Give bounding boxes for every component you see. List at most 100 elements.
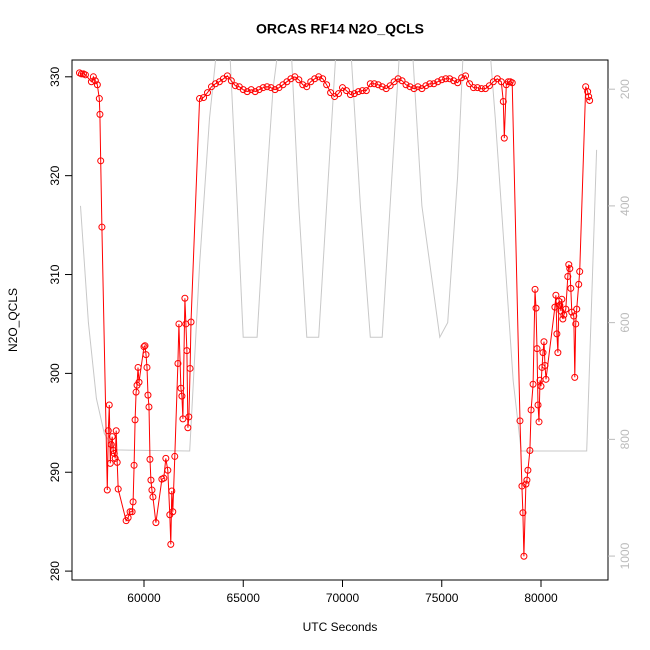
data-point [141,342,149,350]
data-point [402,81,410,89]
data-point [560,311,568,319]
data-point [184,424,192,432]
data-point [541,361,549,369]
data-point [535,418,543,426]
data-point [303,83,311,91]
data-point [183,347,191,355]
data-point [81,71,89,79]
data-point [93,81,101,89]
x-tick-label: 75000 [425,591,459,605]
data-point [570,312,578,320]
data-point [299,81,307,89]
data-point [426,80,434,88]
data-point [342,87,350,95]
data-point [129,498,137,506]
data-point [462,72,470,80]
data-point [255,86,263,94]
data-point [559,315,567,323]
data-point [251,88,259,96]
data-point [499,98,507,106]
data-point [196,95,204,103]
data-point [327,89,335,97]
data-point [542,375,550,383]
data-point [110,449,118,457]
data-point [335,90,343,98]
data-point [346,91,354,99]
data-point [108,433,116,441]
data-point [378,83,386,91]
data-point [406,83,414,91]
data-point [96,110,104,118]
data-point [540,338,548,346]
y-tick-label: 280 [48,561,62,581]
data-point [567,284,575,292]
data-point [131,416,139,424]
data-point [143,363,151,371]
data-point [414,83,422,91]
data-point [500,134,508,142]
data-point [148,486,156,494]
data-point [430,80,438,88]
data-point [520,552,528,560]
data-point [112,427,120,435]
y2-tick-label: 400 [618,196,632,216]
data-point [132,388,140,396]
data-point [442,75,450,83]
data-point [438,76,446,84]
data-point [576,268,584,276]
data-point [164,466,172,474]
data-point [386,82,394,90]
data-point [167,540,175,548]
data-point [537,382,545,390]
data-point [200,94,208,102]
y-tick-label: 310 [48,264,62,284]
data-point [566,265,574,273]
y2-tick-label: 1000 [618,542,632,569]
data-point [89,73,97,81]
data-point [527,406,535,414]
data-point [458,74,466,82]
data-point [477,85,485,93]
data-point [145,403,153,411]
y-axis-label: N2O_QCLS [6,288,20,352]
data-point [113,458,121,466]
data-point [366,80,374,88]
data-point [287,75,295,83]
data-point [422,82,430,90]
data-point [114,485,122,493]
x-tick-label: 65000 [227,591,261,605]
data-point [584,88,592,96]
data-point [350,90,358,98]
data-point [142,351,150,359]
data-point [586,97,594,105]
data-point [187,318,195,326]
data-point [553,330,561,338]
data-point [259,84,267,92]
data-point [575,280,583,288]
data-point [211,80,219,88]
data-point [532,304,540,312]
data-point [516,417,524,425]
data-point [105,401,113,409]
data-point [181,294,189,302]
data-point [186,364,194,372]
data-point [168,487,176,495]
data-point [223,72,231,80]
data-point [144,391,152,399]
data-point [178,392,186,400]
y-tick-label: 290 [48,462,62,482]
y-tick-label: 320 [48,165,62,185]
data-point [267,84,275,92]
data-point [524,466,532,474]
data-point [263,83,271,91]
data-point [410,85,418,93]
data-point [107,441,115,449]
data-point [128,508,136,516]
data-point [554,349,562,357]
data-point [358,87,366,95]
data-point [522,480,530,488]
plot-area [75,60,598,560]
data-point [103,486,111,494]
